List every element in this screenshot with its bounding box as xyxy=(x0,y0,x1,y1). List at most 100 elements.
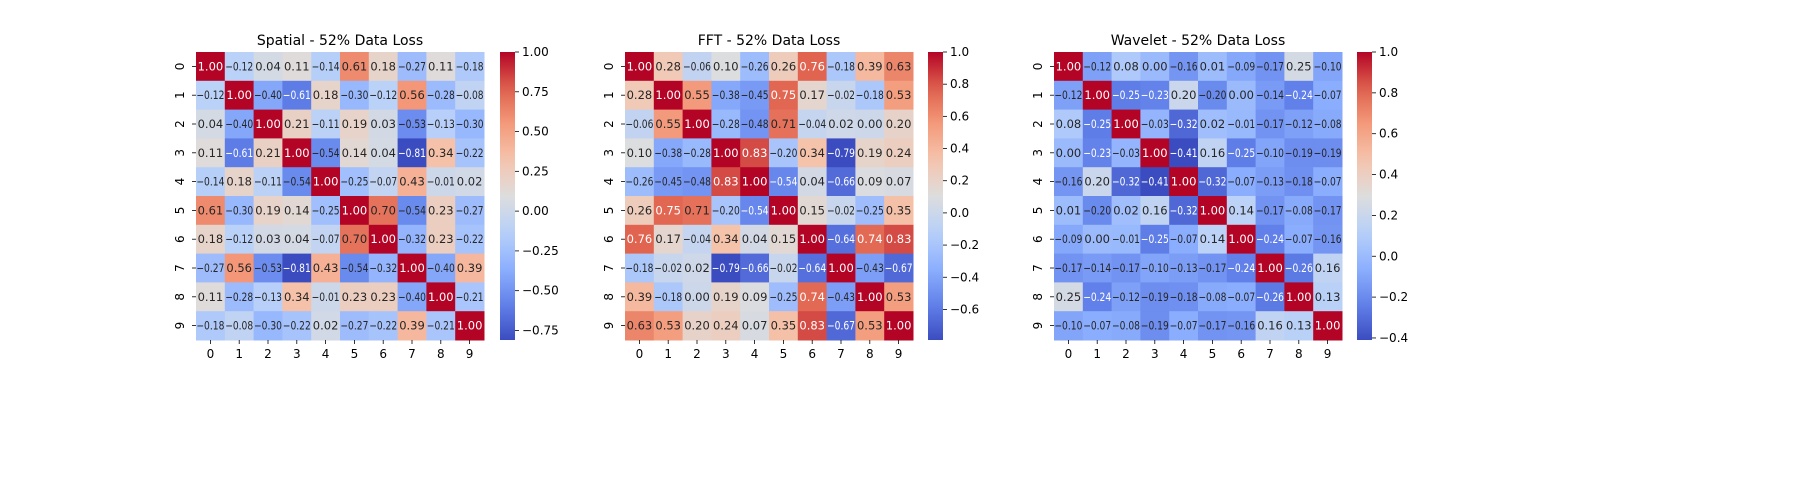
cell-value-label: 1.00 xyxy=(799,232,825,246)
cell-value-label: −0.30 xyxy=(254,319,282,333)
cell-value-label: 1.00 xyxy=(370,232,396,246)
heatmap-cell xyxy=(253,196,283,226)
y-tick-label: 2 xyxy=(1031,120,1045,128)
heatmap-cell xyxy=(224,167,255,197)
cell-value-label: 0.03 xyxy=(370,117,396,131)
cell-value-label: 0.43 xyxy=(313,261,339,275)
y-tick-label: 2 xyxy=(173,120,187,128)
cell-value-label: 0.24 xyxy=(713,319,739,333)
cell-value-label: −0.10 xyxy=(1314,59,1342,73)
cell-value-label: −0.09 xyxy=(1054,232,1082,246)
cell-value-label: 1.00 xyxy=(1084,88,1110,102)
cell-value-label: 0.17 xyxy=(655,232,681,246)
heatmap-cell xyxy=(282,253,312,283)
x-tick-label: 6 xyxy=(1237,347,1245,361)
cell-value-label: −0.28 xyxy=(683,146,711,160)
heatmap-cell xyxy=(855,80,885,111)
cell-value-label: −0.12 xyxy=(1054,88,1082,102)
heatmap-cell xyxy=(1226,80,1257,111)
heatmap-cell xyxy=(1140,196,1170,226)
heatmap-cell xyxy=(1140,253,1170,283)
heatmap-cell xyxy=(682,80,712,111)
heatmap-cell xyxy=(455,52,485,82)
heatmap-cell xyxy=(311,311,341,341)
cell-value-label: −0.02 xyxy=(769,261,797,275)
cell-value-label: 0.83 xyxy=(742,146,768,160)
heatmap-cell xyxy=(368,224,399,255)
heatmap-cell xyxy=(397,80,427,111)
heatmap-cell xyxy=(340,52,370,82)
heatmap-cell xyxy=(397,311,427,341)
x-tick-label: 0 xyxy=(636,347,644,361)
colorbar-tick-label: 0.4 xyxy=(1379,168,1398,182)
y-tick-label: 9 xyxy=(173,322,187,330)
cell-value-label: 0.04 xyxy=(255,59,281,73)
x-tick-label: 4 xyxy=(322,347,330,361)
heatmap-cell xyxy=(884,52,914,82)
heatmap-cell xyxy=(711,282,741,312)
cell-value-label: 0.21 xyxy=(284,117,310,131)
heatmap-cell xyxy=(282,138,312,168)
heatmap-cell xyxy=(311,196,341,226)
heatmap-cell xyxy=(455,196,485,226)
cell-value-label: −0.07 xyxy=(1083,319,1111,333)
heatmap-cell xyxy=(253,167,283,197)
cell-value-label: −0.27 xyxy=(456,203,484,217)
y-tick-label: 7 xyxy=(602,264,616,272)
cell-value-label: 1.00 xyxy=(1286,290,1312,304)
cell-value-label: 0.20 xyxy=(886,117,912,131)
colorbar-tick-label: 0.8 xyxy=(950,77,969,91)
cell-value-label: −0.43 xyxy=(856,261,884,275)
heatmap-cell xyxy=(1313,167,1343,197)
cell-value-label: 0.11 xyxy=(284,59,310,73)
cell-value-label: −0.07 xyxy=(1227,290,1255,304)
cell-value-label: −0.43 xyxy=(827,290,855,304)
heatmap-cell xyxy=(455,167,485,197)
cell-value-label: −0.18 xyxy=(456,59,484,73)
heatmap-cell xyxy=(653,109,684,139)
heatmap-cell xyxy=(224,282,255,312)
heatmap-cell xyxy=(1284,253,1314,283)
heatmap-cell xyxy=(340,311,370,341)
cell-value-label: −0.18 xyxy=(196,319,224,333)
heatmap-cell xyxy=(1082,80,1113,111)
cell-value-label: −0.38 xyxy=(654,146,682,160)
heatmap-cell xyxy=(884,196,914,226)
cell-value-label: 0.28 xyxy=(655,59,681,73)
cell-value-label: −0.07 xyxy=(1314,175,1342,189)
cell-value-label: 0.56 xyxy=(226,261,252,275)
heatmap-cell xyxy=(653,253,684,283)
x-tick-label: 9 xyxy=(895,347,903,361)
heatmap-cell xyxy=(1082,224,1113,255)
cell-value-label: −0.11 xyxy=(254,175,282,189)
colorbar-tick-label: 0.50 xyxy=(522,125,549,139)
cell-value-label: −0.01 xyxy=(1227,117,1255,131)
cell-value-label: −0.03 xyxy=(1112,146,1140,160)
cell-value-label: −0.45 xyxy=(654,175,682,189)
heatmap-cell xyxy=(1082,253,1113,283)
cell-value-label: −0.22 xyxy=(369,319,397,333)
heatmap-cell xyxy=(1054,80,1084,111)
heatmap-cell xyxy=(282,52,312,82)
heatmap-cell xyxy=(769,52,799,82)
cell-value-label: 0.00 xyxy=(684,290,710,304)
heatmap-cell xyxy=(797,138,828,168)
cell-value-label: 0.83 xyxy=(886,232,912,246)
cell-value-label: −0.02 xyxy=(827,88,855,102)
cell-value-label: −0.41 xyxy=(1141,175,1169,189)
heatmap-cell xyxy=(455,311,485,341)
cell-value-label: −0.67 xyxy=(885,261,913,275)
heatmap-cell xyxy=(797,167,828,197)
cell-value-label: −0.25 xyxy=(1141,232,1169,246)
heatmap-cell xyxy=(1111,224,1141,255)
cell-value-label: 1.00 xyxy=(771,203,797,217)
cell-value-label: 0.14 xyxy=(1228,203,1254,217)
cell-value-label: 1.00 xyxy=(1056,59,1082,73)
cell-value-label: 0.15 xyxy=(799,203,825,217)
cell-value-label: 1.00 xyxy=(284,146,310,160)
cell-value-label: 1.00 xyxy=(655,88,681,102)
heatmap-cell xyxy=(1226,224,1257,255)
heatmap-cell xyxy=(1284,52,1314,82)
cell-value-label: 1.00 xyxy=(857,290,883,304)
colorbar-tick-label: 0.00 xyxy=(522,204,549,218)
